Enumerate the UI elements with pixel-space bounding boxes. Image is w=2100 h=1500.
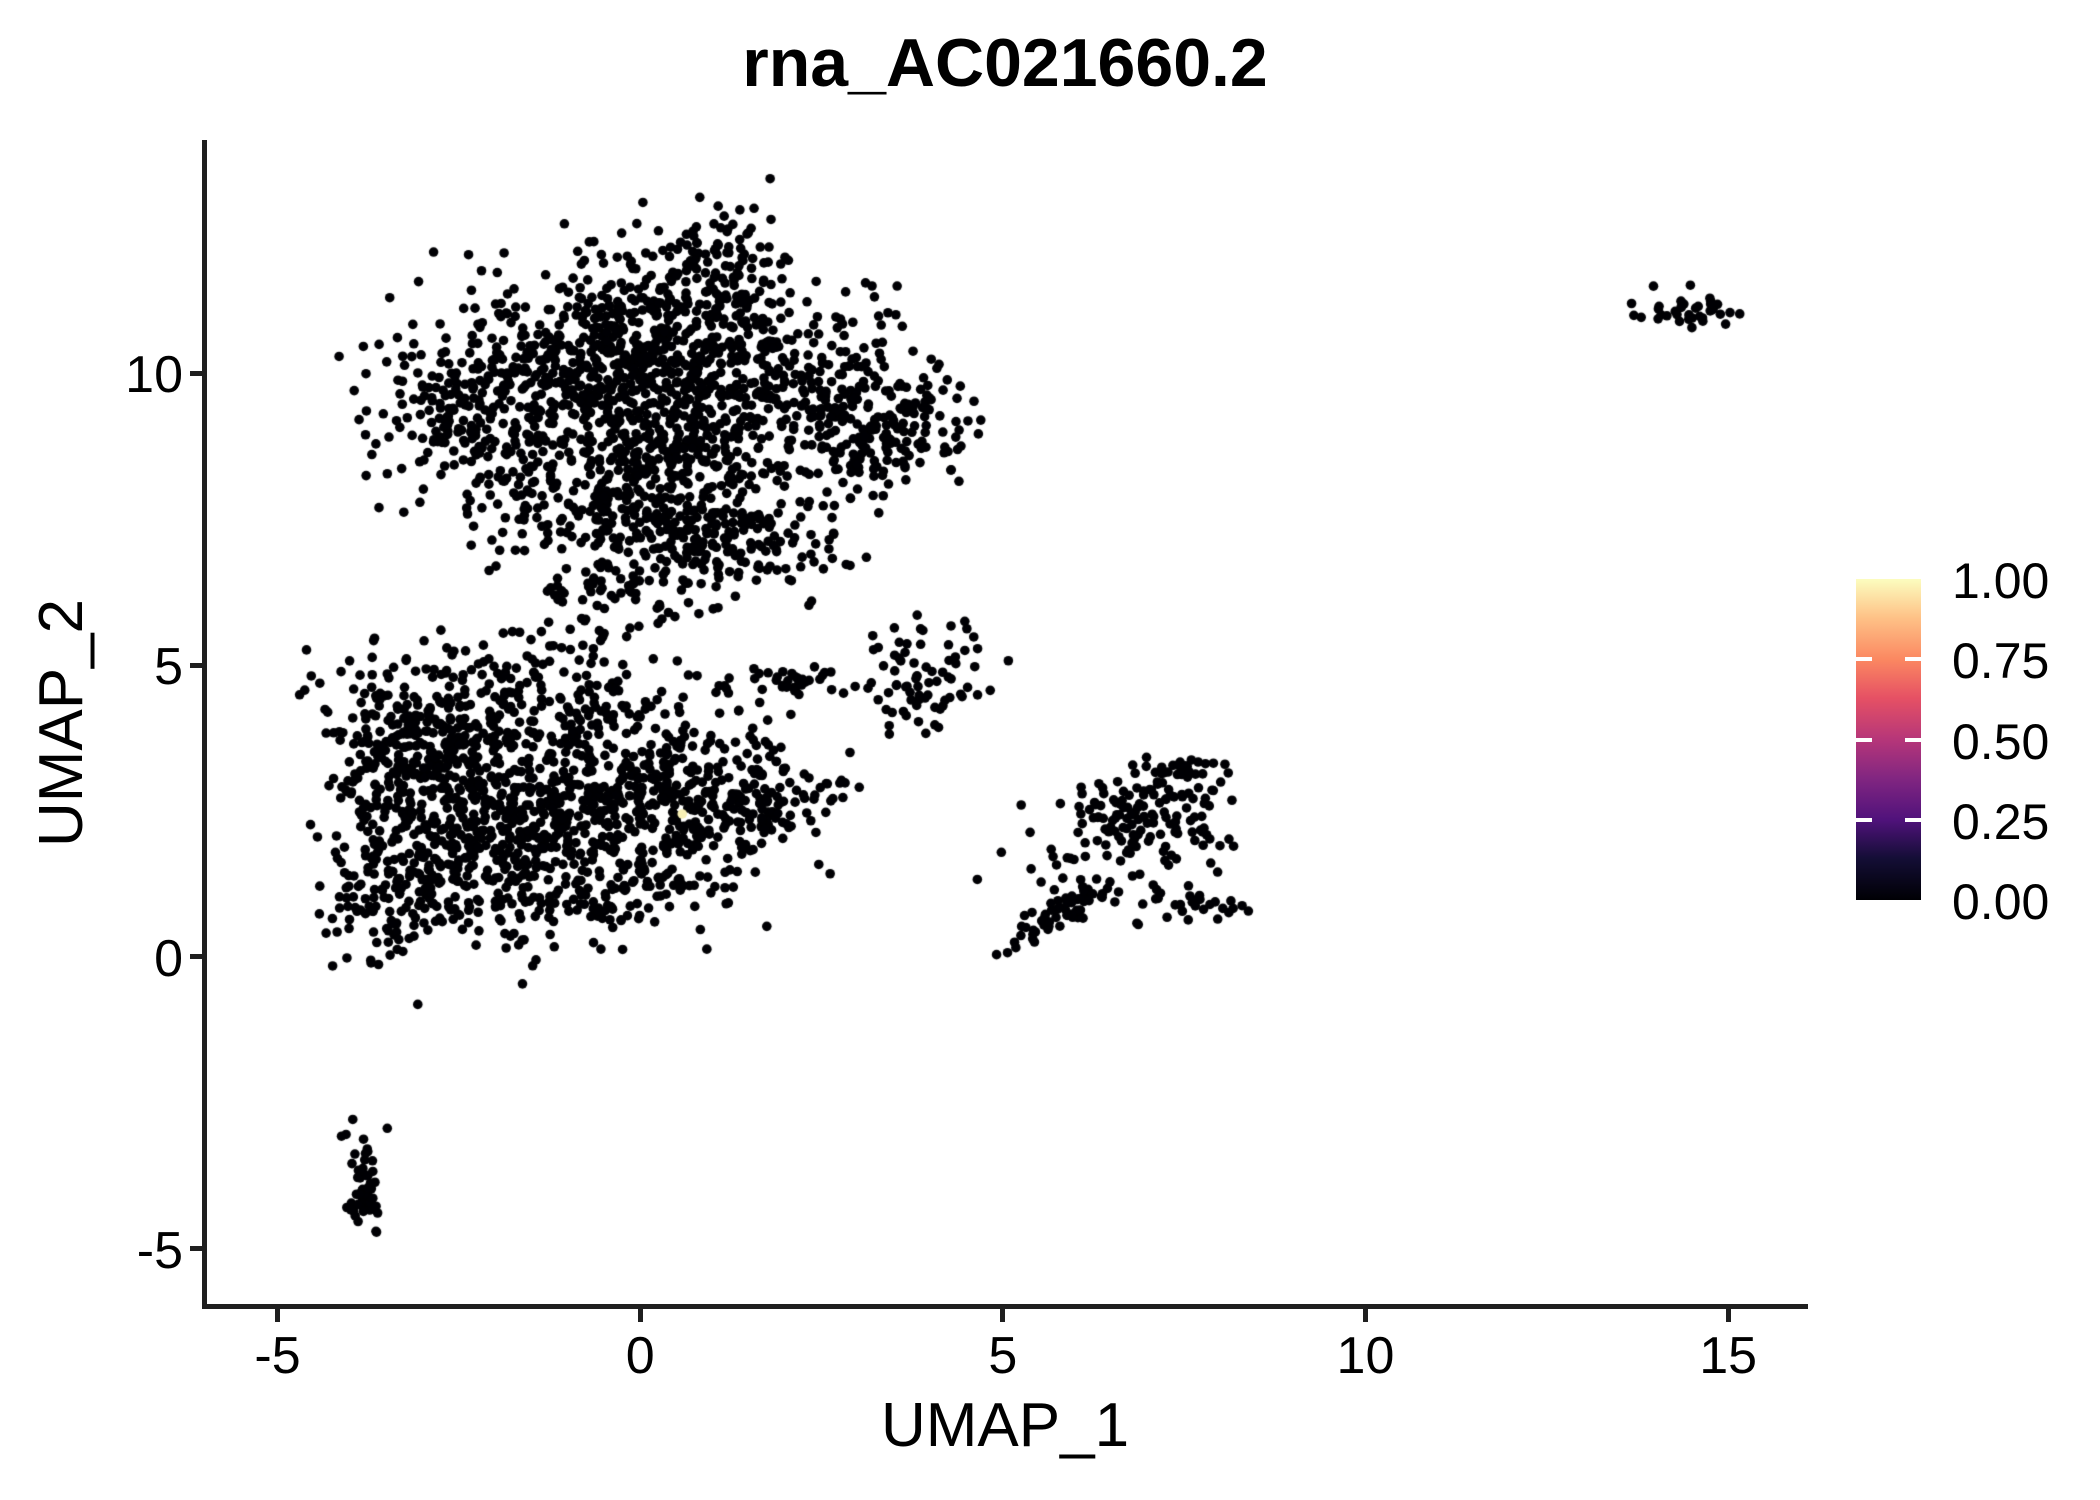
y-tick-label: 5 xyxy=(154,638,183,697)
x-tick-label: -5 xyxy=(254,1327,301,1385)
colorbar-tick-notch xyxy=(1856,737,1872,742)
y-tick-label: -5 xyxy=(136,1221,183,1280)
y-axis-title: UMAP_2 xyxy=(27,598,96,848)
x-tick-label: 0 xyxy=(625,1327,655,1385)
y-tick-mark xyxy=(190,954,203,960)
y-tick-label: 0 xyxy=(154,929,183,988)
x-tick-mark xyxy=(1362,1309,1368,1322)
y-tick-label: 10 xyxy=(125,346,183,405)
colorbar-tick-label: 1.00 xyxy=(1952,553,2050,609)
x-tick-mark xyxy=(637,1309,643,1322)
colorbar-tick-notch xyxy=(1856,657,1872,662)
y-tick-mark xyxy=(190,662,203,668)
x-tick-mark xyxy=(1000,1309,1006,1322)
plot-title: rna_AC021660.2 xyxy=(742,25,1268,101)
colorbar-tick-notch xyxy=(1905,817,1921,822)
colorbar-tick-notch xyxy=(1856,817,1872,822)
y-tick-mark xyxy=(190,1246,203,1252)
colorbar-tick-label: 0.00 xyxy=(1952,874,2050,930)
colorbar-tick-label: 0.50 xyxy=(1952,713,2050,770)
colorbar-tick-notch xyxy=(1905,657,1921,662)
x-axis-title: UMAP_1 xyxy=(880,1391,1130,1460)
x-axis-line xyxy=(202,1304,1808,1309)
colorbar-tick-notch xyxy=(1905,737,1921,742)
x-tick-mark xyxy=(1725,1309,1731,1322)
x-tick-label: 5 xyxy=(988,1327,1018,1385)
x-tick-label: 15 xyxy=(1699,1327,1758,1385)
x-tick-mark xyxy=(275,1309,281,1322)
y-tick-mark xyxy=(190,370,203,376)
y-axis-line xyxy=(202,140,207,1309)
x-tick-label: 10 xyxy=(1336,1327,1395,1385)
colorbar-tick-label: 0.25 xyxy=(1952,793,2050,850)
colorbar-tick-label: 0.75 xyxy=(1952,633,2050,690)
